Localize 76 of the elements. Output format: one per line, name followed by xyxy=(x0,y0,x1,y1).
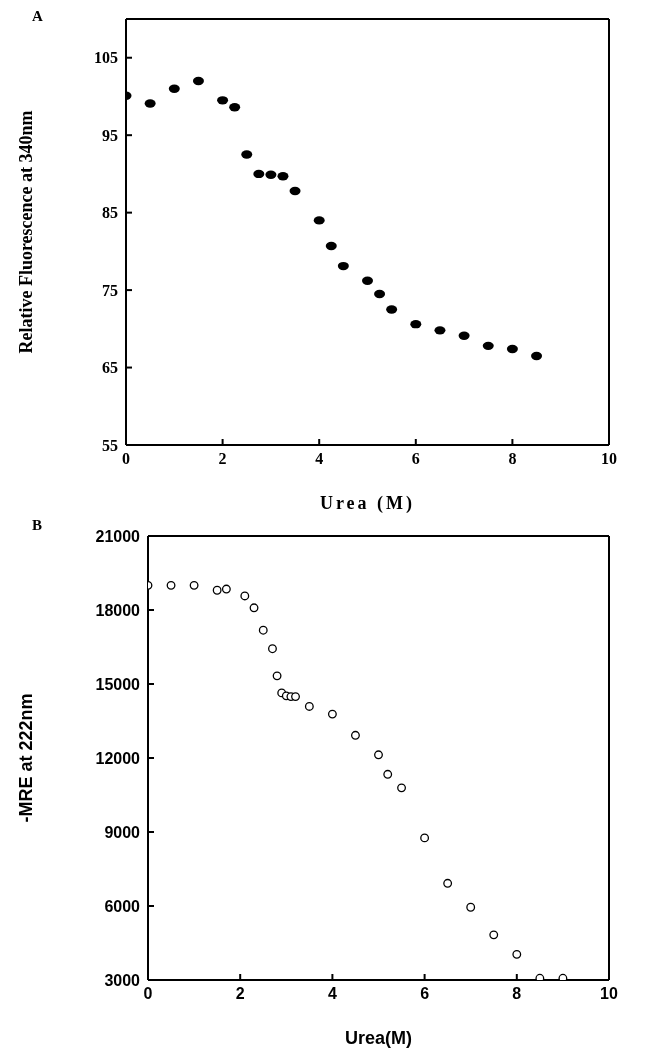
point xyxy=(327,709,337,719)
x-tick-label: 2 xyxy=(235,985,245,1003)
point xyxy=(325,241,337,251)
point xyxy=(383,769,393,779)
y-tick-label: 12000 xyxy=(95,749,141,767)
point xyxy=(489,930,499,940)
y-tick-label: 55 xyxy=(102,436,118,454)
point xyxy=(420,833,430,843)
point xyxy=(268,644,277,654)
point xyxy=(466,902,476,912)
x-tick-label: 10 xyxy=(600,985,618,1003)
point xyxy=(258,625,268,635)
point xyxy=(166,580,176,590)
x-axis-title: Urea(M) xyxy=(344,1028,413,1048)
point xyxy=(272,671,282,681)
point xyxy=(240,591,250,601)
point xyxy=(291,692,300,702)
x-tick-label: 6 xyxy=(411,450,420,468)
x-tick-label: 4 xyxy=(327,985,337,1003)
y-tick-label: 21000 xyxy=(95,527,141,545)
point xyxy=(410,319,422,329)
y-tick-label: 9000 xyxy=(104,823,141,841)
point xyxy=(144,99,156,108)
point xyxy=(229,103,241,112)
point xyxy=(249,603,259,613)
y-tick-label: 105 xyxy=(94,49,118,67)
point xyxy=(482,341,494,351)
point xyxy=(386,305,398,314)
x-tick-label: 8 xyxy=(512,985,522,1003)
y-tick-label: 95 xyxy=(102,126,118,144)
point xyxy=(289,186,301,196)
x-tick-label: 0 xyxy=(143,985,153,1003)
x-axis-title: Urea (M) xyxy=(319,493,416,514)
point xyxy=(277,172,289,181)
point xyxy=(443,878,453,888)
x-tick-label: 4 xyxy=(315,450,324,468)
point xyxy=(168,84,180,93)
y-axis-title: Relative Fluorescence at 340nm xyxy=(16,110,37,354)
x-tick-label: 2 xyxy=(218,450,227,468)
y-tick-label: 15000 xyxy=(95,675,141,693)
y-tick-label: 18000 xyxy=(95,601,141,619)
point xyxy=(434,326,446,335)
point xyxy=(458,331,470,340)
point xyxy=(241,150,253,159)
point xyxy=(192,76,204,86)
point xyxy=(313,216,325,225)
x-tick-label: 6 xyxy=(420,985,430,1003)
point xyxy=(531,351,543,361)
x-tick-label: 10 xyxy=(601,450,617,468)
y-tick-label: 3000 xyxy=(104,971,141,989)
point xyxy=(337,261,349,271)
point xyxy=(221,584,231,594)
point xyxy=(512,949,522,959)
point xyxy=(362,276,373,285)
point xyxy=(374,750,383,760)
point xyxy=(506,344,518,354)
y-tick-label: 65 xyxy=(102,359,118,377)
y-tick-label: 85 xyxy=(102,204,118,222)
point xyxy=(397,783,406,793)
point xyxy=(212,585,222,595)
point xyxy=(253,169,265,179)
point xyxy=(374,289,386,299)
point xyxy=(351,730,360,740)
text: A xyxy=(32,8,43,25)
point xyxy=(535,973,545,980)
y-tick-label: 6000 xyxy=(104,897,141,915)
point xyxy=(189,580,199,590)
point xyxy=(304,702,314,711)
x-tick-label: 0 xyxy=(122,450,130,468)
y-tick-label: 75 xyxy=(102,281,118,299)
point xyxy=(558,973,568,980)
point xyxy=(217,96,229,105)
y-axis-title: -MRE at 222nm xyxy=(16,693,37,823)
x-tick-label: 8 xyxy=(508,450,517,468)
point xyxy=(265,170,277,179)
text: B xyxy=(32,517,43,534)
